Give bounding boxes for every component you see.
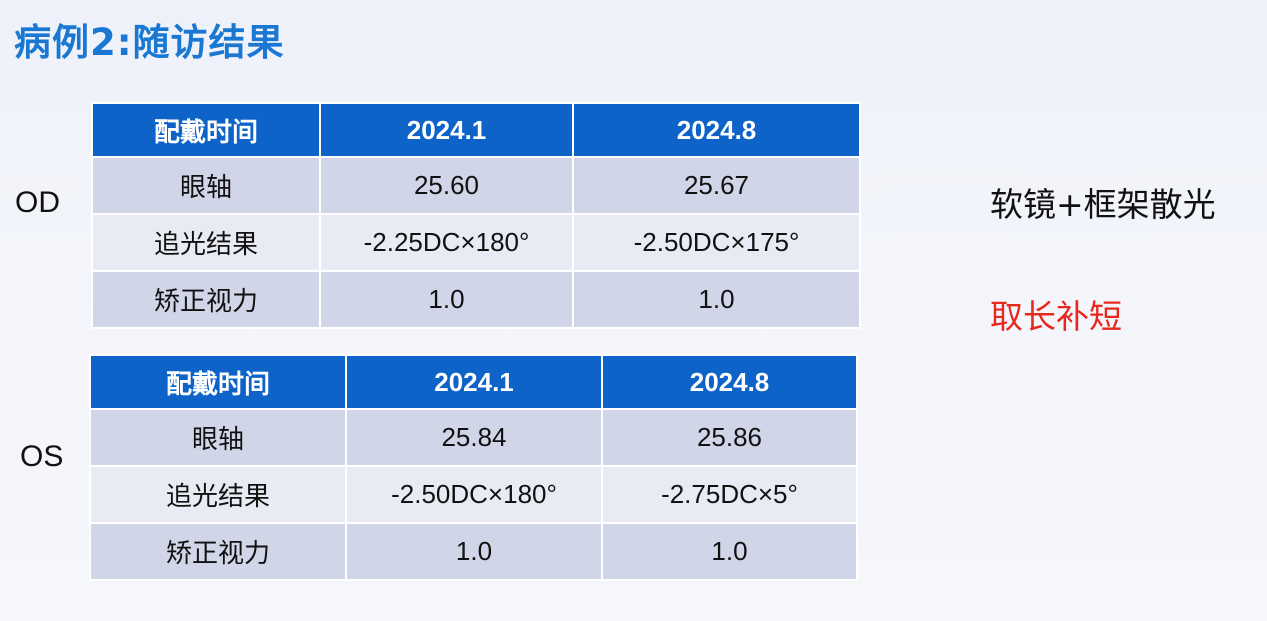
row-label: 追光结果 [89,465,347,524]
od-table: 配戴时间 2024.1 2024.8 眼轴 25.60 25.67 追光结果 -… [91,102,861,329]
cell-value: -2.50DC×175° [572,213,861,272]
eye-label-od: OD [15,186,60,219]
cell-value: 25.84 [345,408,603,467]
header-wear-time: 配戴时间 [91,102,321,158]
slide-title: 病例2:随访结果 [14,21,285,64]
cell-value: -2.75DC×5° [601,465,858,524]
cell-value: 25.60 [319,156,574,215]
table-row-refraction: 追光结果 -2.25DC×180° -2.50DC×175° [91,213,861,272]
cell-value: 25.86 [601,408,858,467]
row-label: 眼轴 [89,408,347,467]
treatment-note: 软镜+框架散光 [990,185,1216,224]
table-header-row: 配戴时间 2024.1 2024.8 [91,102,861,158]
header-date-2: 2024.8 [572,102,861,158]
table-row-corrected-vision: 矫正视力 1.0 1.0 [89,522,858,581]
row-label: 矫正视力 [91,270,321,329]
cell-value: 1.0 [319,270,574,329]
header-date-2: 2024.8 [601,354,858,410]
cell-value: 1.0 [345,522,603,581]
table-row-axial-length: 眼轴 25.60 25.67 [91,156,861,215]
cell-value: -2.50DC×180° [345,465,603,524]
header-wear-time: 配戴时间 [89,354,347,410]
cell-value: 1.0 [572,270,861,329]
row-label: 矫正视力 [89,522,347,581]
cell-value: 1.0 [601,522,858,581]
row-label: 追光结果 [91,213,321,272]
table-header-row: 配戴时间 2024.1 2024.8 [89,354,858,410]
cell-value: -2.25DC×180° [319,213,574,272]
header-date-1: 2024.1 [345,354,603,410]
cell-value: 25.67 [572,156,861,215]
eye-label-os: OS [20,440,64,473]
row-label: 眼轴 [91,156,321,215]
os-table: 配戴时间 2024.1 2024.8 眼轴 25.84 25.86 追光结果 -… [89,354,858,581]
table-row-refraction: 追光结果 -2.50DC×180° -2.75DC×5° [89,465,858,524]
header-date-1: 2024.1 [319,102,574,158]
table-row-axial-length: 眼轴 25.84 25.86 [89,408,858,467]
table-row-corrected-vision: 矫正视力 1.0 1.0 [91,270,861,329]
principle-note: 取长补短 [990,297,1122,336]
